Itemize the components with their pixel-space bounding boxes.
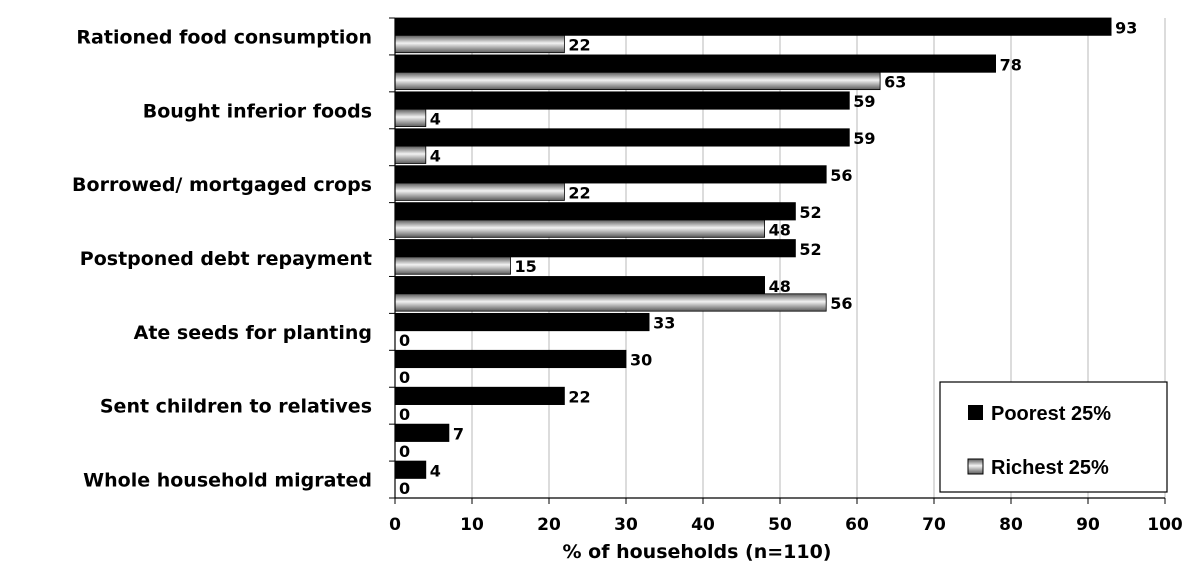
value-label-poorest: 93 xyxy=(1115,18,1137,37)
legend-swatch-richest xyxy=(967,458,984,475)
bar-poorest xyxy=(394,128,850,147)
value-label-poorest: 59 xyxy=(853,92,875,111)
x-tick-label: 60 xyxy=(845,515,869,535)
bar-richest xyxy=(394,34,565,54)
value-label-poorest: 52 xyxy=(799,203,821,222)
legend: Poorest 25% Richest 25% xyxy=(939,381,1168,493)
category-label: Ate seeds for planting xyxy=(134,322,372,344)
x-tick-label: 80 xyxy=(999,515,1023,535)
value-label-poorest: 4 xyxy=(430,461,441,480)
category-labels: Rationed food consumption Bought inferior… xyxy=(72,26,372,491)
bar-poorest xyxy=(394,91,850,110)
value-label-richest: 22 xyxy=(568,36,590,55)
value-label-richest: 56 xyxy=(830,294,852,313)
value-label-richest: 22 xyxy=(568,183,590,202)
bar-poorest xyxy=(394,165,827,184)
value-label-richest: 48 xyxy=(769,220,791,239)
value-label-richest: 4 xyxy=(430,110,441,129)
value-label-richest: 0 xyxy=(399,368,410,387)
bar-poorest xyxy=(394,312,650,332)
value-label-richest: 63 xyxy=(884,73,906,92)
value-label-poorest: 56 xyxy=(830,166,852,185)
value-label-poorest: 33 xyxy=(653,314,675,333)
x-tick-label: 70 xyxy=(922,515,946,535)
bar-poorest xyxy=(394,276,766,295)
value-label-poorest: 52 xyxy=(799,240,821,259)
x-axis-title: % of households (n=110) xyxy=(563,541,832,563)
value-label-poorest: 7 xyxy=(453,425,464,444)
legend-label-richest: Richest 25% xyxy=(991,457,1109,479)
bar-richest xyxy=(394,219,766,238)
value-label-poorest: 48 xyxy=(769,277,791,296)
value-label-richest: 0 xyxy=(399,442,410,461)
x-tick-label: 90 xyxy=(1076,515,1100,535)
value-label-richest: 0 xyxy=(399,405,410,424)
category-label: Borrowed/ mortgaged crops xyxy=(72,174,372,196)
bar-poorest xyxy=(394,423,450,442)
bar-richest xyxy=(394,71,881,91)
value-label-richest: 15 xyxy=(515,257,537,276)
bar-richest xyxy=(394,256,511,275)
x-tick-label: 20 xyxy=(537,515,561,535)
bar-poorest xyxy=(394,17,1112,36)
x-tick-label: 40 xyxy=(691,515,715,535)
x-tick-label: 30 xyxy=(614,515,638,535)
bar-poorest xyxy=(394,460,427,479)
x-tick-label: 100 xyxy=(1147,515,1183,535)
value-label-poorest: 59 xyxy=(853,129,875,148)
bar-poorest xyxy=(394,386,565,405)
category-label: Bought inferior foods xyxy=(143,100,372,122)
legend-swatch-poorest xyxy=(968,405,983,420)
axes: 0 10 20 30 40 50 60 70 80 90 100 xyxy=(389,17,1183,535)
category-label: Postponed debt repayment xyxy=(80,248,372,270)
x-tick-label: 50 xyxy=(768,515,792,535)
value-label-poorest: 78 xyxy=(1000,55,1022,74)
bar-poorest xyxy=(394,239,796,258)
bar-richest xyxy=(394,182,565,201)
value-label-richest: 4 xyxy=(430,146,441,165)
bars xyxy=(394,17,1112,479)
bar-richest xyxy=(394,293,827,312)
value-label-poorest: 30 xyxy=(630,351,652,370)
bar-poorest xyxy=(394,349,627,369)
value-label-richest: 0 xyxy=(399,331,410,350)
x-tick-label: 10 xyxy=(460,515,484,535)
value-label-poorest: 22 xyxy=(568,388,590,407)
bar-richest xyxy=(394,108,427,127)
legend-label-poorest: Poorest 25% xyxy=(991,403,1111,425)
category-label: Sent children to relatives xyxy=(100,396,372,418)
bar-richest xyxy=(394,145,427,164)
category-label: Rationed food consumption xyxy=(76,26,372,48)
category-label: Whole household migrated xyxy=(83,470,372,492)
bar-poorest xyxy=(394,54,996,73)
data-labels: 9378595956525248333022742263442248155600… xyxy=(399,18,1137,497)
x-tick-label: 0 xyxy=(389,515,401,535)
value-label-richest: 0 xyxy=(399,479,410,498)
bar-poorest xyxy=(394,202,796,221)
